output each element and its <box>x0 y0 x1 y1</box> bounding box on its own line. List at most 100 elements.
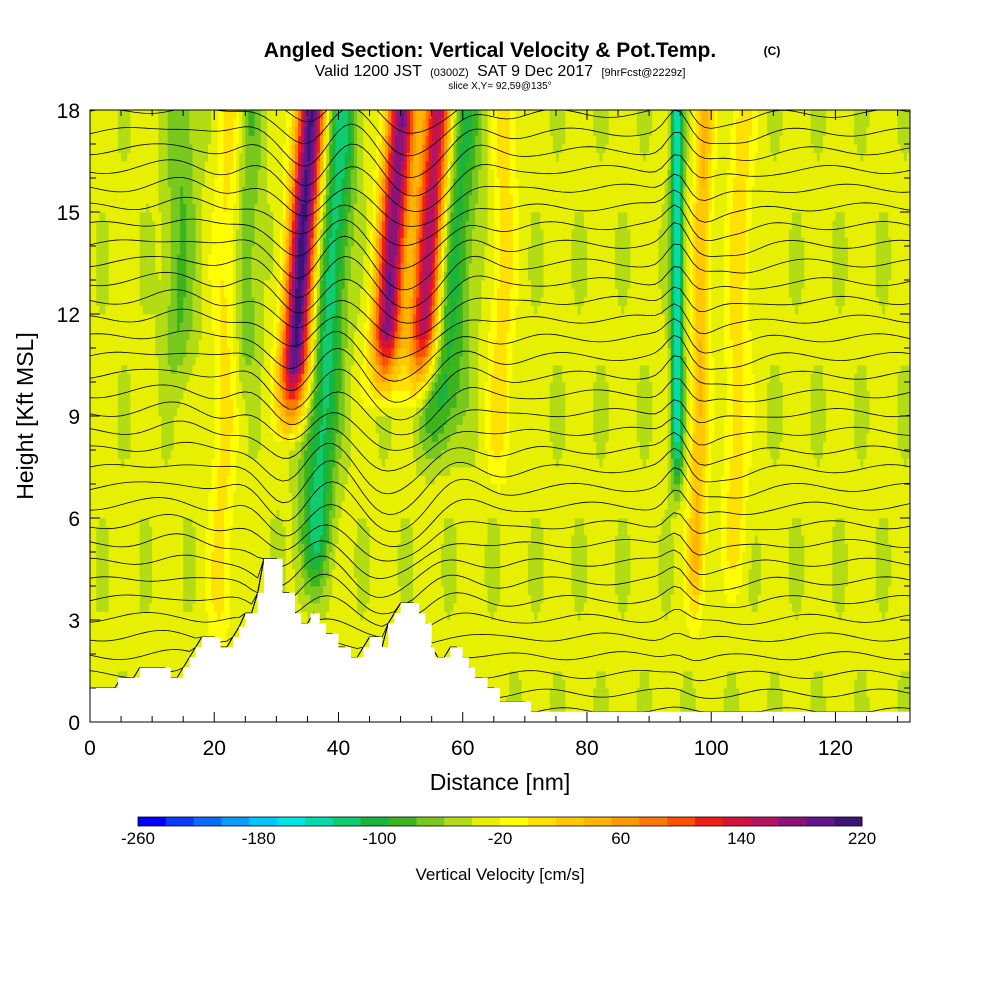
velocity-cell <box>186 390 190 400</box>
velocity-cell <box>307 169 311 179</box>
velocity-cell <box>130 586 134 595</box>
velocity-cell <box>226 144 231 153</box>
velocity-cell <box>124 220 128 230</box>
velocity-cell <box>164 484 169 493</box>
velocity-cell <box>304 416 308 425</box>
velocity-cell <box>291 263 296 272</box>
velocity-cell <box>176 161 181 170</box>
velocity-cell <box>242 254 246 264</box>
velocity-cell <box>273 229 277 238</box>
velocity-cell <box>260 246 265 255</box>
velocity-cell <box>158 662 162 672</box>
velocity-cell <box>248 535 252 544</box>
velocity-cell <box>183 475 187 485</box>
velocity-cell <box>189 373 193 383</box>
velocity-cell <box>145 373 150 383</box>
velocity-cell <box>93 552 97 561</box>
velocity-cell <box>242 407 246 417</box>
velocity-cell <box>251 535 256 544</box>
velocity-cell <box>117 492 122 502</box>
velocity-cell <box>273 246 277 255</box>
velocity-cell <box>316 543 321 553</box>
velocity-cell <box>276 416 280 425</box>
velocity-cell <box>139 535 144 544</box>
velocity-cell <box>149 594 153 604</box>
velocity-cell <box>114 263 119 272</box>
velocity-cell <box>288 212 293 221</box>
velocity-cell <box>276 161 280 170</box>
velocity-cell <box>304 178 308 187</box>
velocity-cell <box>260 518 265 527</box>
velocity-cell <box>108 501 113 510</box>
velocity-cell <box>239 620 243 629</box>
velocity-cell <box>176 246 181 255</box>
velocity-cell <box>111 501 116 510</box>
velocity-cell <box>139 254 144 264</box>
velocity-cell <box>254 169 259 179</box>
velocity-cell <box>251 195 256 204</box>
velocity-cell <box>158 144 162 153</box>
velocity-cell <box>96 314 100 323</box>
velocity-cell <box>273 407 277 417</box>
velocity-cell <box>136 297 141 306</box>
velocity-cell <box>298 305 302 315</box>
velocity-cell <box>127 484 131 493</box>
velocity-cell <box>260 305 265 315</box>
velocity-cell <box>161 271 165 281</box>
velocity-cell <box>223 407 228 417</box>
velocity-cell <box>267 118 271 128</box>
velocity-cell <box>192 543 197 553</box>
velocity-cell <box>263 441 268 451</box>
velocity-cell <box>242 297 246 306</box>
velocity-cell <box>301 348 305 357</box>
velocity-cell <box>189 246 193 255</box>
velocity-cell <box>214 603 218 612</box>
velocity-cell <box>167 161 172 170</box>
velocity-cell <box>93 373 97 383</box>
velocity-cell <box>204 195 209 204</box>
velocity-cell <box>232 237 237 247</box>
velocity-cell <box>195 169 200 179</box>
velocity-cell <box>198 118 203 128</box>
velocity-cell <box>142 501 147 510</box>
velocity-cell <box>93 577 97 587</box>
velocity-cell <box>267 220 271 230</box>
velocity-cell <box>307 135 311 145</box>
velocity-cell <box>251 186 256 196</box>
velocity-cell <box>198 433 203 442</box>
velocity-cell <box>313 424 318 434</box>
velocity-cell <box>235 331 240 340</box>
velocity-cell <box>105 178 110 187</box>
velocity-cell <box>310 271 315 281</box>
velocity-cell <box>145 161 150 170</box>
velocity-cell <box>99 390 103 400</box>
valid-zulu: (0300Z) <box>430 67 469 79</box>
velocity-cell <box>192 212 197 221</box>
velocity-cell <box>114 169 119 179</box>
velocity-cell <box>149 203 153 213</box>
velocity-cell <box>186 628 190 638</box>
velocity-cell <box>186 280 190 289</box>
velocity-cell <box>158 178 162 187</box>
velocity-cell <box>117 135 122 145</box>
velocity-cell <box>161 552 165 561</box>
velocity-cell <box>99 356 103 366</box>
velocity-cell <box>161 339 165 349</box>
velocity-cell <box>186 569 190 578</box>
velocity-cell <box>102 509 106 519</box>
velocity-cell <box>164 424 169 434</box>
velocity-cell <box>167 305 172 315</box>
velocity-cell <box>282 543 287 553</box>
velocity-cell <box>149 637 153 646</box>
velocity-cell <box>180 144 184 153</box>
velocity-cell <box>90 254 94 264</box>
velocity-cell <box>130 212 134 221</box>
velocity-cell <box>111 407 116 417</box>
velocity-cell <box>214 135 218 145</box>
velocity-cell <box>257 339 262 349</box>
velocity-cell <box>201 212 206 221</box>
velocity-cell <box>93 339 97 349</box>
velocity-cell <box>108 645 113 655</box>
velocity-cell <box>298 297 302 306</box>
velocity-cell <box>176 535 181 544</box>
